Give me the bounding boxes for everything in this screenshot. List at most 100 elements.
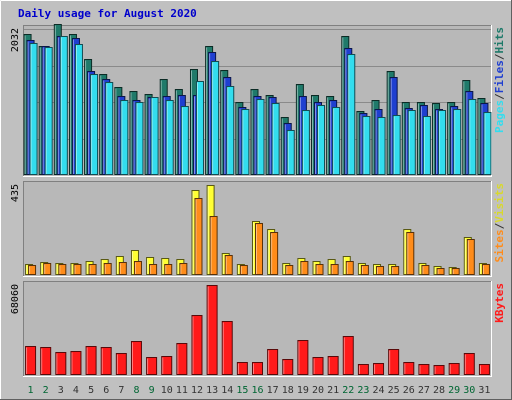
kbytes-ymax-label: 68060 bbox=[10, 284, 21, 314]
day-label-20: 20 bbox=[312, 385, 324, 396]
day-label-4: 4 bbox=[73, 385, 79, 396]
hits-files-pages-bar-pages-day-16 bbox=[256, 99, 265, 175]
hits-files-pages-bar-pages-day-10 bbox=[165, 100, 174, 175]
day-label-1: 1 bbox=[28, 385, 34, 396]
sites-visits-bar-sites-day-26 bbox=[406, 232, 415, 275]
day-label-2: 2 bbox=[43, 385, 49, 396]
kbytes-bar-kbytes-day-15 bbox=[236, 362, 248, 375]
kbytes-bar-kbytes-day-31 bbox=[478, 364, 490, 375]
chart-title: Daily usage for August 2020 bbox=[18, 7, 197, 20]
day-label-9: 9 bbox=[149, 385, 155, 396]
sites-visits-bar-sites-day-12 bbox=[194, 198, 203, 275]
day-label-8: 8 bbox=[133, 385, 139, 396]
day-label-26: 26 bbox=[403, 385, 415, 396]
hits-files-pages-bar-pages-day-23 bbox=[362, 116, 371, 175]
sites-visits-bar-sites-day-6 bbox=[103, 263, 112, 275]
kbytes-bar-kbytes-day-4 bbox=[70, 351, 82, 375]
sites-visits-bar-sites-day-18 bbox=[285, 265, 294, 275]
kbytes-bar-kbytes-day-6 bbox=[100, 347, 112, 375]
day-label-28: 28 bbox=[433, 385, 445, 396]
day-label-12: 12 bbox=[191, 385, 203, 396]
kbytes-bar-kbytes-day-28 bbox=[433, 365, 445, 375]
kbytes-bar-kbytes-day-14 bbox=[221, 321, 233, 375]
sites-visits-bar-sites-day-19 bbox=[300, 261, 309, 275]
kbytes-bar-kbytes-day-10 bbox=[161, 356, 173, 375]
day-label-30: 30 bbox=[463, 385, 475, 396]
sites-visits-bar-sites-day-22 bbox=[345, 261, 354, 275]
hits-files-pages-bar-pages-day-31 bbox=[483, 112, 492, 175]
hits-files-pages-bar-pages-day-19 bbox=[301, 110, 310, 175]
day-label-29: 29 bbox=[448, 385, 460, 396]
kbytes-bar-kbytes-day-30 bbox=[463, 353, 475, 375]
sites-visits-bar-sites-day-1 bbox=[28, 265, 37, 275]
kbytes-panel: 68060 KBytes bbox=[10, 281, 506, 377]
sites-visits-bar-sites-day-24 bbox=[376, 266, 385, 275]
kbytes-bar-kbytes-day-22 bbox=[342, 336, 354, 375]
sites-visits-bar-sites-day-25 bbox=[391, 266, 400, 275]
hits-files-pages-bar-pages-day-29 bbox=[453, 109, 462, 175]
hits-files-pages-bar-pages-day-27 bbox=[422, 116, 431, 175]
day-label-31: 31 bbox=[478, 385, 490, 396]
sites-visits-bar-sites-day-5 bbox=[88, 264, 97, 275]
day-label-21: 21 bbox=[327, 385, 339, 396]
hits-files-pages-bar-pages-day-12 bbox=[195, 81, 204, 175]
kbytes-bar-kbytes-day-12 bbox=[191, 315, 203, 375]
sites-visits-bar-sites-day-9 bbox=[149, 264, 158, 275]
hits-files-pages-bar-pages-day-6 bbox=[105, 82, 114, 175]
kbytes-bar-kbytes-day-7 bbox=[115, 353, 127, 375]
day-label-22: 22 bbox=[342, 385, 354, 396]
day-label-25: 25 bbox=[388, 385, 400, 396]
sites-visits-bar-sites-day-2 bbox=[43, 263, 52, 275]
day-label-11: 11 bbox=[176, 385, 188, 396]
sites-visits-bar-sites-day-17 bbox=[270, 232, 279, 275]
day-label-14: 14 bbox=[221, 385, 233, 396]
kbytes-legend-label: KBytes bbox=[493, 283, 506, 323]
sites-visits-legend-label: Sites/Visits bbox=[493, 183, 506, 263]
hits-files-pages-bar-pages-day-24 bbox=[377, 117, 386, 175]
kbytes-bar-kbytes-day-29 bbox=[448, 363, 460, 375]
day-label-19: 19 bbox=[297, 385, 309, 396]
hits-files-pages-bar-pages-day-4 bbox=[74, 44, 83, 175]
sites-visits-bar-sites-day-21 bbox=[330, 264, 339, 275]
day-label-13: 13 bbox=[206, 385, 218, 396]
kbytes-bar-kbytes-day-9 bbox=[146, 357, 158, 375]
kbytes-bar-kbytes-day-17 bbox=[267, 349, 279, 375]
day-label-6: 6 bbox=[103, 385, 109, 396]
day-label-18: 18 bbox=[282, 385, 294, 396]
sites-visits-bar-sites-day-16 bbox=[255, 223, 263, 275]
day-label-7: 7 bbox=[118, 385, 124, 396]
sites-visits-bar-sites-day-28 bbox=[436, 268, 445, 275]
kbytes-bar-kbytes-day-8 bbox=[130, 341, 142, 375]
hits-files-pages-bar-pages-day-14 bbox=[226, 86, 235, 175]
hits-files-pages-bar-pages-day-3 bbox=[59, 36, 68, 175]
sites-visits-bar-sites-day-23 bbox=[360, 265, 369, 275]
day-label-27: 27 bbox=[418, 385, 430, 396]
sites-visits-panel: 435 Sites/Visits bbox=[10, 181, 506, 277]
day-label-17: 17 bbox=[267, 385, 279, 396]
sites-visits-bar-sites-day-14 bbox=[224, 255, 233, 275]
hits-files-pages-bar-pages-day-13 bbox=[211, 61, 220, 175]
kbytes-bar-kbytes-day-27 bbox=[418, 364, 430, 375]
day-label-23: 23 bbox=[357, 385, 369, 396]
hits-files-pages-bar-pages-day-20 bbox=[317, 105, 326, 175]
x-axis-day-labels: 1 2 3 4 5 6 7 8 9 10 11 12 13 14 15 16 17 18 19 20 21 22 23 24 2… bbox=[28, 385, 491, 396]
kbytes-bar-kbytes-day-19 bbox=[297, 340, 309, 375]
hits-files-pages-bar-pages-day-26 bbox=[407, 110, 416, 175]
hits-files-pages-bar-pages-day-7 bbox=[120, 100, 129, 175]
hits-files-pages-bar-pages-day-5 bbox=[90, 74, 99, 175]
sites-visits-bar-sites-day-10 bbox=[164, 264, 173, 275]
kbytes-bar-kbytes-day-1 bbox=[25, 346, 37, 375]
hits-files-pages-bar-pages-day-22 bbox=[347, 54, 356, 175]
hits-files-pages-panel: 2032 Pages/Files/Hits bbox=[10, 24, 506, 177]
hits-files-pages-bar-pages-day-25 bbox=[392, 115, 401, 175]
hits-files-pages-bar-pages-day-18 bbox=[286, 130, 295, 175]
hits-files-pages-ymax-label: 2032 bbox=[10, 28, 21, 52]
sites-visits-ymax-label: 435 bbox=[10, 184, 21, 202]
hits-files-pages-bar-pages-day-17 bbox=[271, 103, 280, 175]
kbytes-bar-kbytes-day-26 bbox=[403, 362, 415, 375]
hits-files-pages-bar-pages-day-8 bbox=[135, 102, 144, 175]
sites-visits-bar-sites-day-3 bbox=[58, 264, 67, 275]
day-label-24: 24 bbox=[373, 385, 385, 396]
kbytes-bar-kbytes-day-11 bbox=[176, 343, 188, 375]
